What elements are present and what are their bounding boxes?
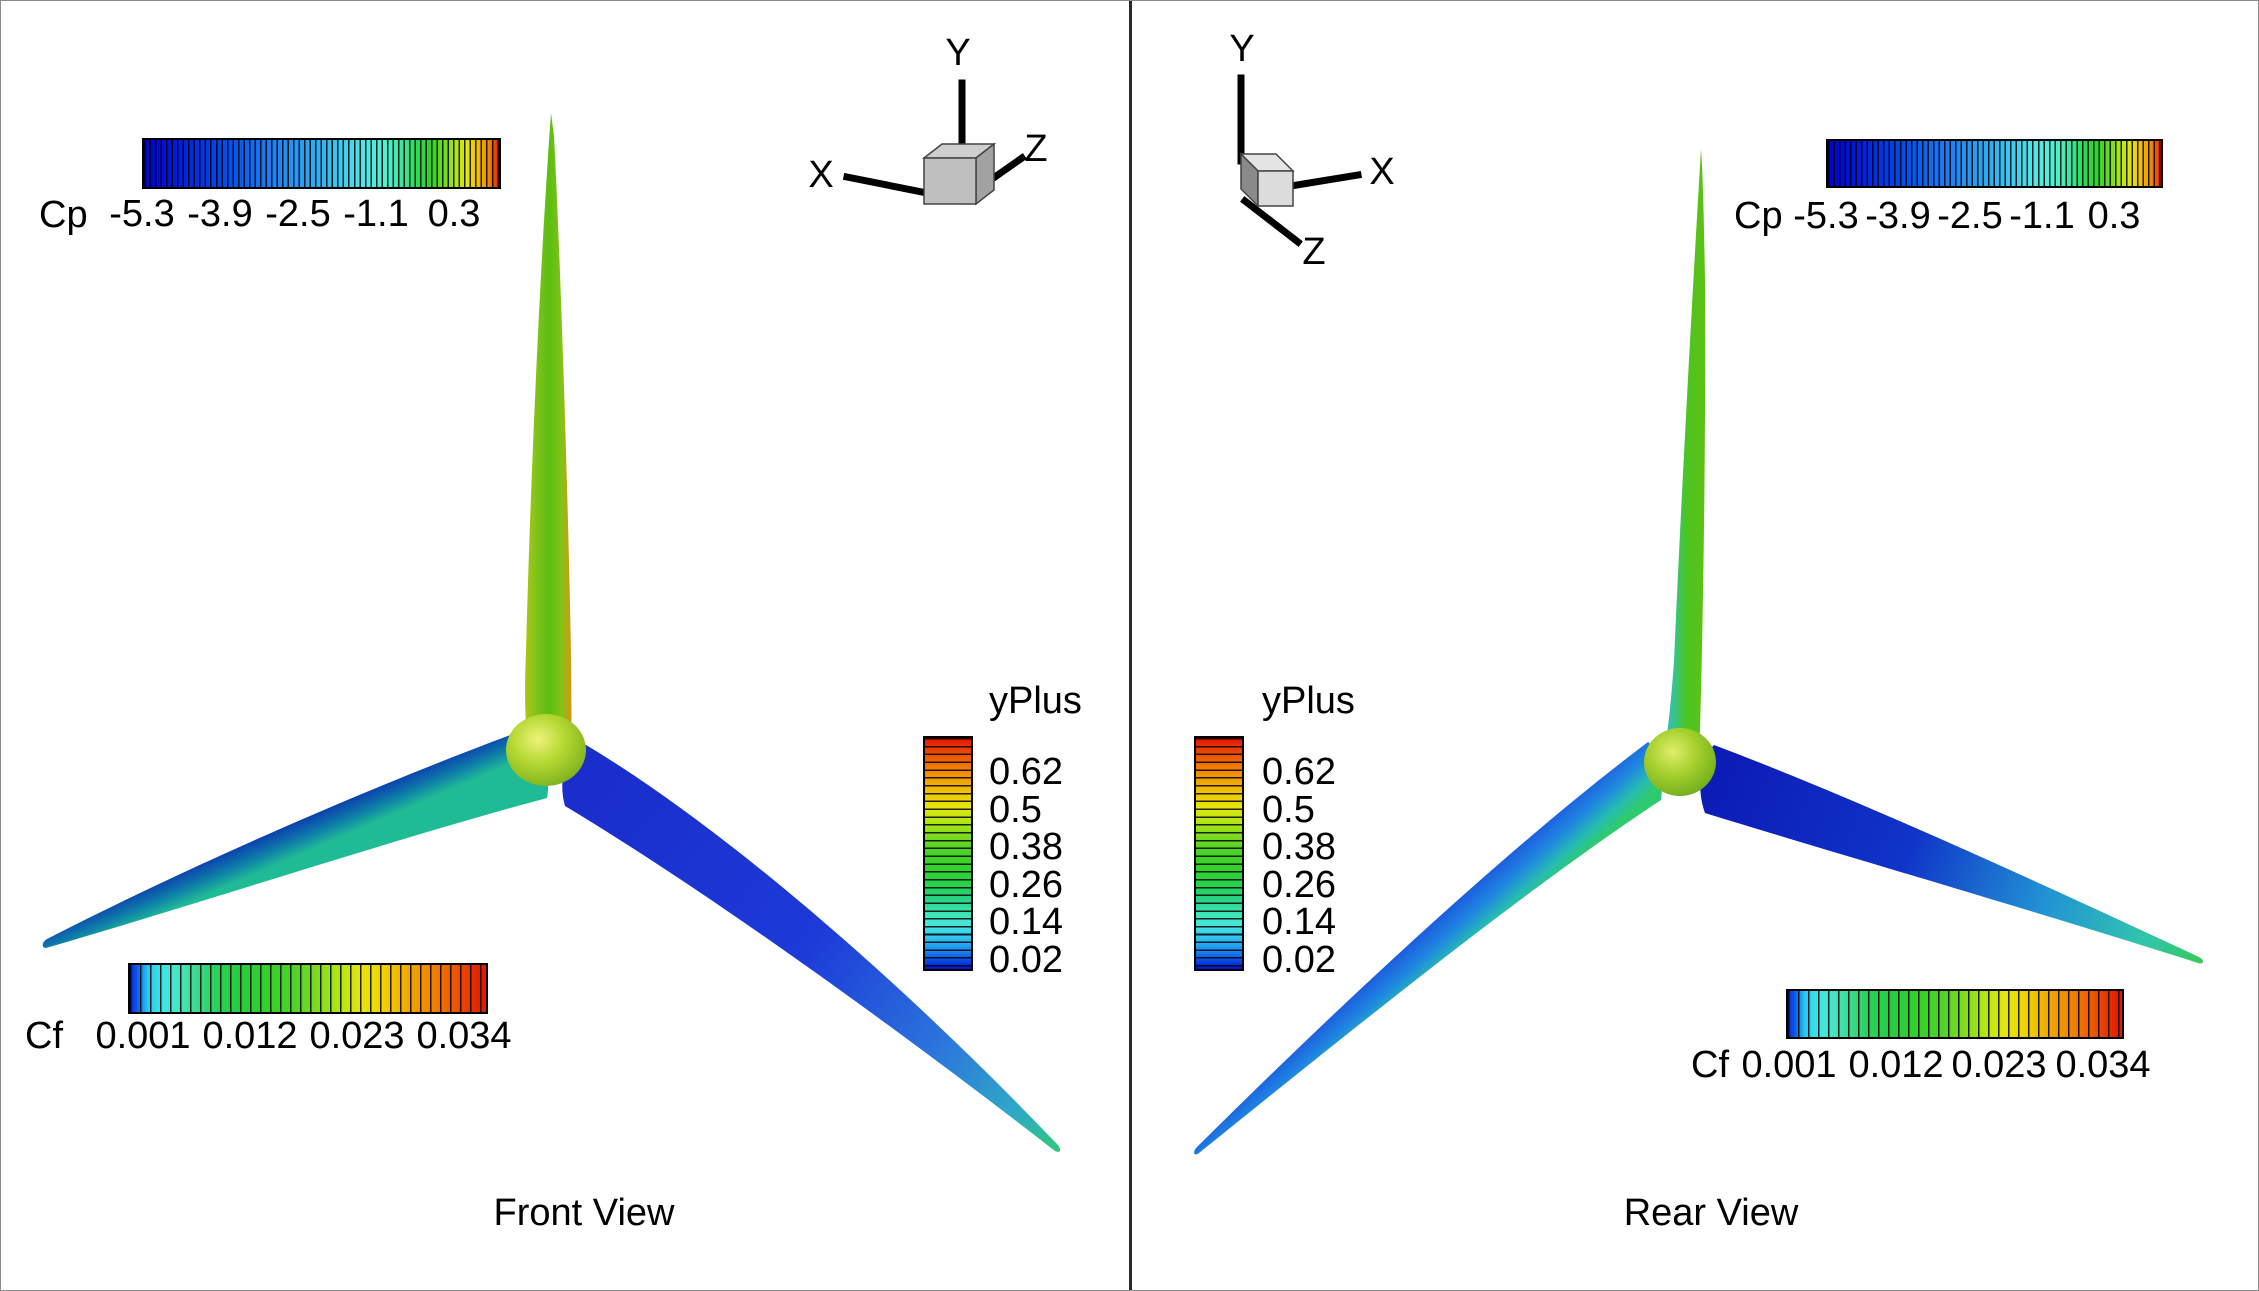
rear-cf-tick: 0.034: [2055, 1044, 2151, 1086]
front-cf-label: Cf: [25, 1015, 63, 1057]
rear-yplus-tick: 0.14: [1262, 901, 1336, 944]
front-yplus-title: yPlus: [989, 680, 1082, 722]
rear-yplus-title: yPlus: [1262, 680, 1355, 722]
front-yplus-tick: 0.14: [989, 901, 1063, 944]
front-cp-label: Cp: [39, 194, 88, 236]
front-view-title: Front View: [493, 1192, 675, 1234]
rear-cf-colorbar: [1786, 989, 2124, 1039]
rear-yplus-tick: 0.5: [1262, 788, 1315, 831]
rear-yplus-tick: 0.62: [1262, 751, 1336, 793]
front-yplus-colorbar: [923, 736, 973, 971]
front-blade-right: [562, 742, 1061, 1152]
front-hub: [506, 714, 586, 786]
rear-cp-tick: -5.3: [1793, 195, 1859, 237]
front-cf-tick: 0.012: [202, 1015, 298, 1057]
rear-view-turbine: Y X Z: [1194, 28, 2204, 1155]
rear-blade-up: [1662, 149, 1706, 764]
rear-cp-tick: 0.3: [2087, 195, 2141, 237]
front-yplus-tick: 0.62: [989, 751, 1063, 793]
rear-axis-x-label: X: [1369, 151, 1394, 193]
rear-cp-colorbar-segments: [1828, 141, 2161, 186]
rear-blade-left: [1194, 742, 1662, 1155]
front-yplus-tick: 0.5: [989, 788, 1042, 831]
front-cp-tick: -1.1: [343, 193, 409, 235]
front-yplus-tick: 0.38: [989, 826, 1063, 869]
rear-axis-z-label: Z: [1302, 231, 1325, 273]
front-cp-colorbar: [142, 138, 501, 189]
rear-yplus-colorbar: [1194, 736, 1244, 971]
rear-blade-right: [1700, 745, 2204, 964]
front-cf-tick: 0.001: [95, 1015, 191, 1057]
rear-yplus-tick: 0.38: [1262, 826, 1336, 869]
rear-cp-label: Cp: [1734, 195, 1783, 237]
rear-cf-tick: 0.012: [1848, 1044, 1944, 1086]
front-blade-left: [42, 734, 549, 948]
panel-divider: [1129, 1, 1132, 1290]
front-axis-x-label: X: [808, 154, 833, 196]
front-yplus-tick: 0.02: [989, 938, 1063, 981]
front-yplus-tick: 0.26: [989, 863, 1063, 906]
front-axis-z-label: Z: [1024, 128, 1047, 170]
rear-cp-colorbar: [1826, 139, 2163, 188]
front-cf-tick: 0.023: [309, 1015, 405, 1057]
front-cp-tick: 0.3: [427, 193, 481, 235]
rear-cf-label: Cf: [1691, 1044, 1729, 1086]
rear-view-panel: Y X Z Cp -5.3 -3.9 -2.5 -1.1 0.3 yPlus 0…: [1132, 1, 2258, 1290]
rear-cf-tick: 0.023: [1951, 1044, 2047, 1086]
rear-cf-tick: 0.001: [1741, 1044, 1837, 1086]
rear-yplus-tick: 0.26: [1262, 863, 1336, 906]
rear-cf-colorbar-segments: [1788, 991, 2122, 1037]
front-cp-tick: -2.5: [265, 193, 331, 235]
front-cf-colorbar-segments: [130, 965, 486, 1012]
front-cf-tick: 0.034: [416, 1015, 512, 1057]
rear-yplus-tick: 0.02: [1262, 938, 1336, 981]
front-cf-colorbar: [128, 963, 488, 1014]
rear-view-title: Rear View: [1623, 1192, 1799, 1234]
rear-hub: [1644, 728, 1716, 796]
rear-cp-tick: -2.5: [1937, 195, 2003, 237]
front-view-turbine: Y X Z: [42, 32, 1061, 1152]
front-axis-cube-icon: [921, 142, 997, 206]
front-cp-colorbar-segments: [144, 140, 499, 187]
rear-axis-y-label: Y: [1229, 28, 1254, 70]
front-axis-y-label: Y: [945, 32, 970, 74]
front-cp-tick: -3.9: [187, 193, 253, 235]
front-cp-tick: -5.3: [109, 193, 175, 235]
front-view-panel: Y X Z Cp -5.3 -3.9 -2.5 -1.1 0.3 yPlus 0…: [1, 1, 1129, 1290]
rear-yplus-colorbar-segments: [1196, 738, 1242, 969]
rear-cp-tick: -3.9: [1865, 195, 1931, 237]
rear-axis-cube-icon: [1239, 152, 1295, 208]
rear-cp-tick: -1.1: [2009, 195, 2075, 237]
front-blade-up: [525, 113, 572, 751]
front-yplus-colorbar-segments: [925, 738, 971, 969]
rear-yplus-ticks: 0.62 0.5 0.38 0.26 0.14 0.02: [1262, 751, 1336, 981]
rear-axis-triad-icon: [1237, 74, 1363, 247]
front-yplus-ticks: 0.62 0.5 0.38 0.26 0.14 0.02: [989, 751, 1063, 981]
